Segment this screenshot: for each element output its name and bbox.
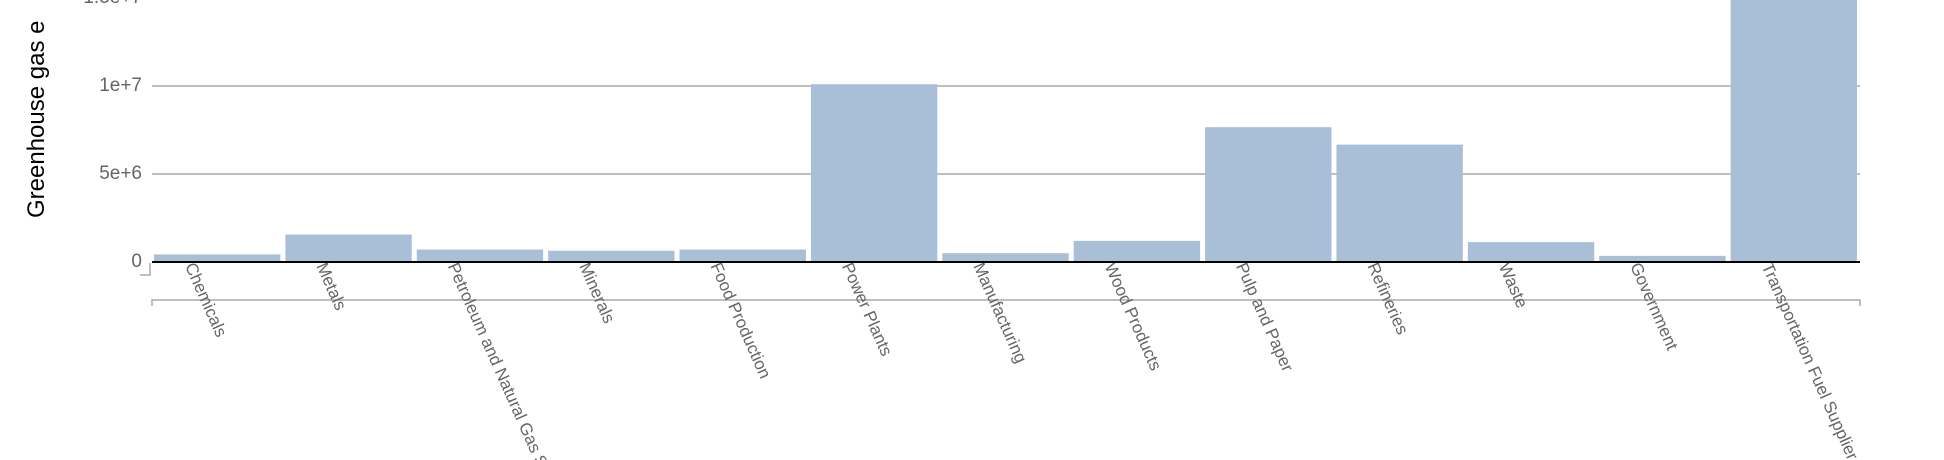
bar [1336, 144, 1463, 262]
y-tick-label: 1.5e+7 [83, 0, 142, 8]
y-tick-label: 5e+6 [99, 163, 142, 184]
bar [285, 234, 412, 262]
x-tick-label: Refineries [1363, 260, 1411, 338]
bar [810, 84, 938, 263]
x-tick-label: Pulp and Paper [1232, 260, 1297, 375]
labels: 05e+61e+71.5e+7ChemicalsMetalsPetroleum … [83, 0, 1862, 460]
x-axis-bracket [151, 299, 1861, 306]
bar [679, 249, 806, 262]
x-tick-label: Food Production [707, 260, 775, 382]
x-tick-label: Government [1626, 260, 1682, 353]
x-tick-label: Wood Products [1101, 260, 1166, 374]
bar [154, 254, 281, 262]
bar [548, 250, 675, 262]
x-tick-label: Minerals [575, 260, 618, 326]
x-tick-label: Petroleum and Natural Gas Systems [444, 260, 574, 460]
x-tick-label: Waste [1495, 260, 1532, 311]
y-tick-label: 1e+7 [99, 75, 142, 96]
bar [1730, 0, 1857, 263]
x-tick-label: Manufacturing [969, 260, 1030, 366]
bar [1467, 242, 1595, 262]
bar [1205, 127, 1332, 263]
bar [416, 249, 544, 262]
x-tick-label: Metals [312, 260, 350, 313]
bar [942, 253, 1069, 262]
grid [152, 85, 1860, 175]
y-axis-bracket [140, 263, 151, 276]
y-tick-label: 0 [131, 251, 142, 272]
y-axis-label: Greenhouse gas e [23, 21, 50, 218]
x-tick-label: Transportation Fuel Supplier [1758, 260, 1862, 460]
bars [154, 0, 1857, 263]
bar [1073, 240, 1201, 262]
bar [1599, 255, 1726, 262]
x-tick-label: Power Plants [838, 260, 896, 359]
